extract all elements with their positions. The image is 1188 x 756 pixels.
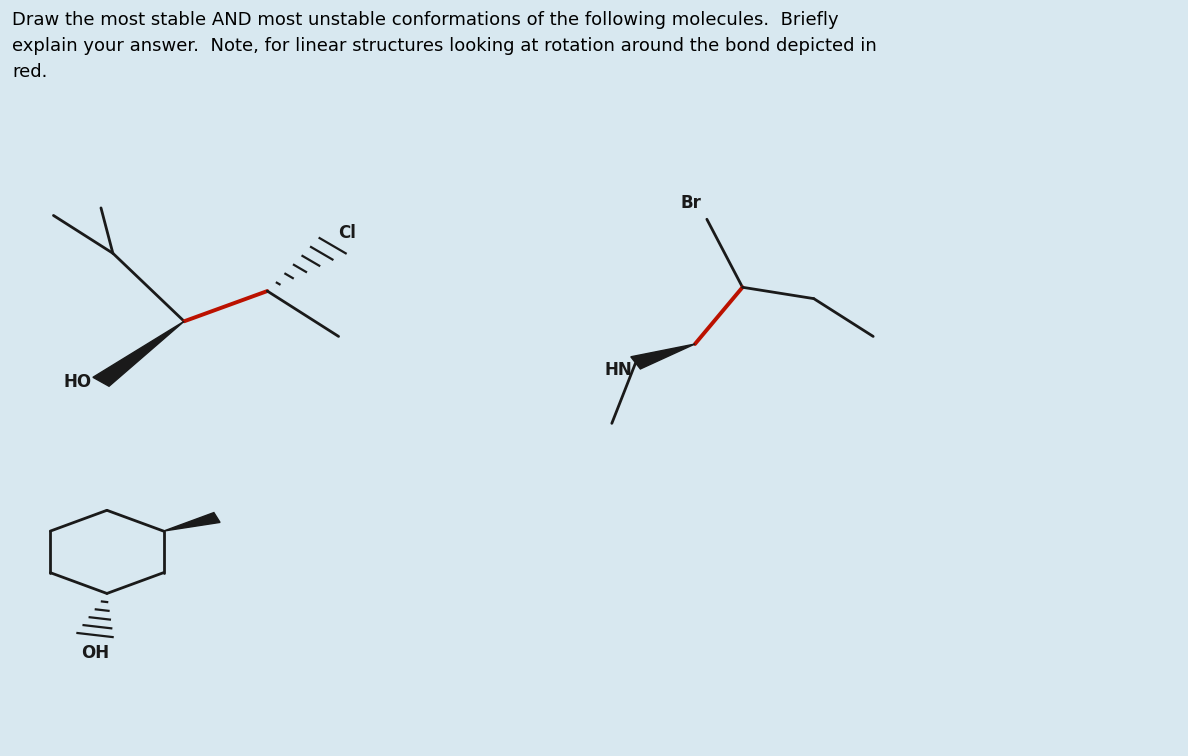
Polygon shape [93, 321, 184, 386]
Text: Draw the most stable AND most unstable conformations of the following molecules.: Draw the most stable AND most unstable c… [12, 11, 877, 81]
Polygon shape [631, 344, 695, 369]
Text: OH: OH [81, 644, 109, 662]
Polygon shape [164, 513, 220, 531]
Text: HN: HN [605, 361, 632, 379]
Text: HO: HO [63, 373, 91, 391]
Text: Br: Br [680, 194, 701, 212]
Text: Cl: Cl [339, 224, 356, 242]
